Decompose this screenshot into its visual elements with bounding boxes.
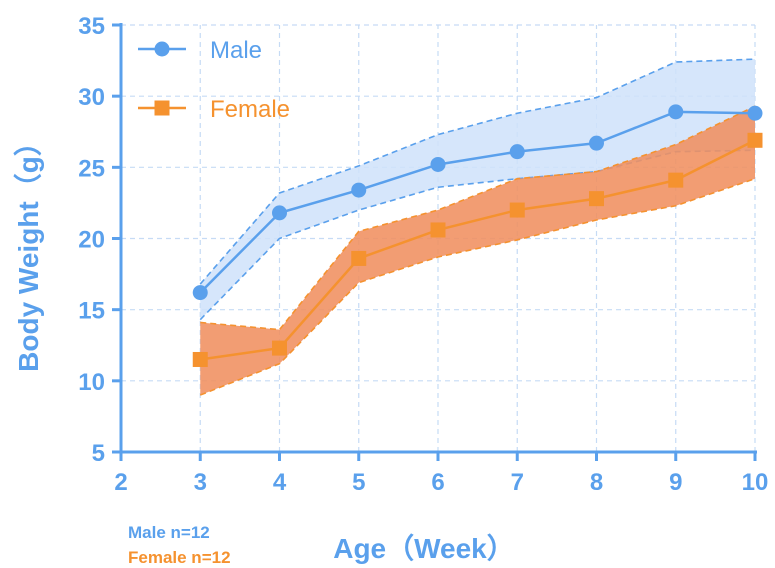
x-tick-label: 9	[669, 469, 682, 496]
female-range-band	[200, 106, 755, 396]
female-lower-bound-line	[199, 177, 756, 396]
x-tick-label: 8	[590, 469, 603, 496]
series-lines	[199, 110, 756, 361]
x-tick-label: 3	[194, 469, 207, 496]
y-tick-label: 35	[78, 13, 105, 40]
series-markers	[192, 104, 763, 367]
female-legend-marker	[154, 100, 170, 116]
x-axis-title: Age（Week）	[333, 532, 515, 564]
female-data-point	[272, 340, 287, 356]
y-tick-label: 30	[78, 84, 105, 111]
female-data-point	[509, 202, 525, 218]
female-sample-note: Female n=12	[128, 548, 231, 567]
x-tick-label: 6	[431, 469, 444, 496]
x-tick-label: 7	[511, 469, 524, 496]
x-tick-label: 2	[114, 469, 127, 496]
female-data-point	[668, 172, 684, 188]
female-data-point	[351, 250, 367, 266]
male-data-point	[351, 182, 367, 198]
y-tick-label: 20	[78, 227, 105, 254]
male-data-point	[747, 105, 763, 121]
y-tick-label: 15	[78, 298, 105, 325]
tick-labels: 2 3 4 5 6 7 8 9 10 5 10 15 20 25 30 35	[78, 13, 768, 496]
female-data-point	[589, 191, 604, 207]
y-tick-label: 10	[78, 369, 105, 396]
y-tick-label: 25	[78, 155, 105, 182]
female-data-point	[192, 351, 208, 367]
legend: Male Female	[138, 37, 290, 123]
female-upper-bound-line	[200, 105, 756, 331]
x-tick-label: 4	[273, 469, 287, 496]
female-series-line	[200, 139, 756, 361]
male-data-point	[668, 104, 684, 120]
x-tick-label: 5	[352, 469, 365, 496]
y-axis-title: Body Weight（g）	[12, 128, 44, 372]
male-series-line	[199, 110, 756, 294]
y-tick-label: 5	[92, 440, 105, 467]
female-legend-label: Female	[210, 96, 290, 123]
male-legend-label: Male	[210, 37, 262, 64]
male-data-point	[589, 135, 604, 151]
male-range-band	[200, 59, 755, 320]
female-data-point	[430, 222, 446, 238]
x-tick-label: 10	[742, 469, 769, 496]
axes	[112, 23, 757, 461]
male-data-point	[192, 285, 208, 301]
male-data-point	[430, 156, 446, 172]
female-data-point	[747, 132, 763, 148]
male-legend-marker	[154, 41, 170, 57]
male-data-point	[509, 144, 525, 160]
range-bands	[199, 58, 756, 396]
male-data-point	[272, 205, 287, 221]
male-upper-bound-line	[199, 58, 756, 285]
male-sample-note: Male n=12	[128, 523, 210, 542]
